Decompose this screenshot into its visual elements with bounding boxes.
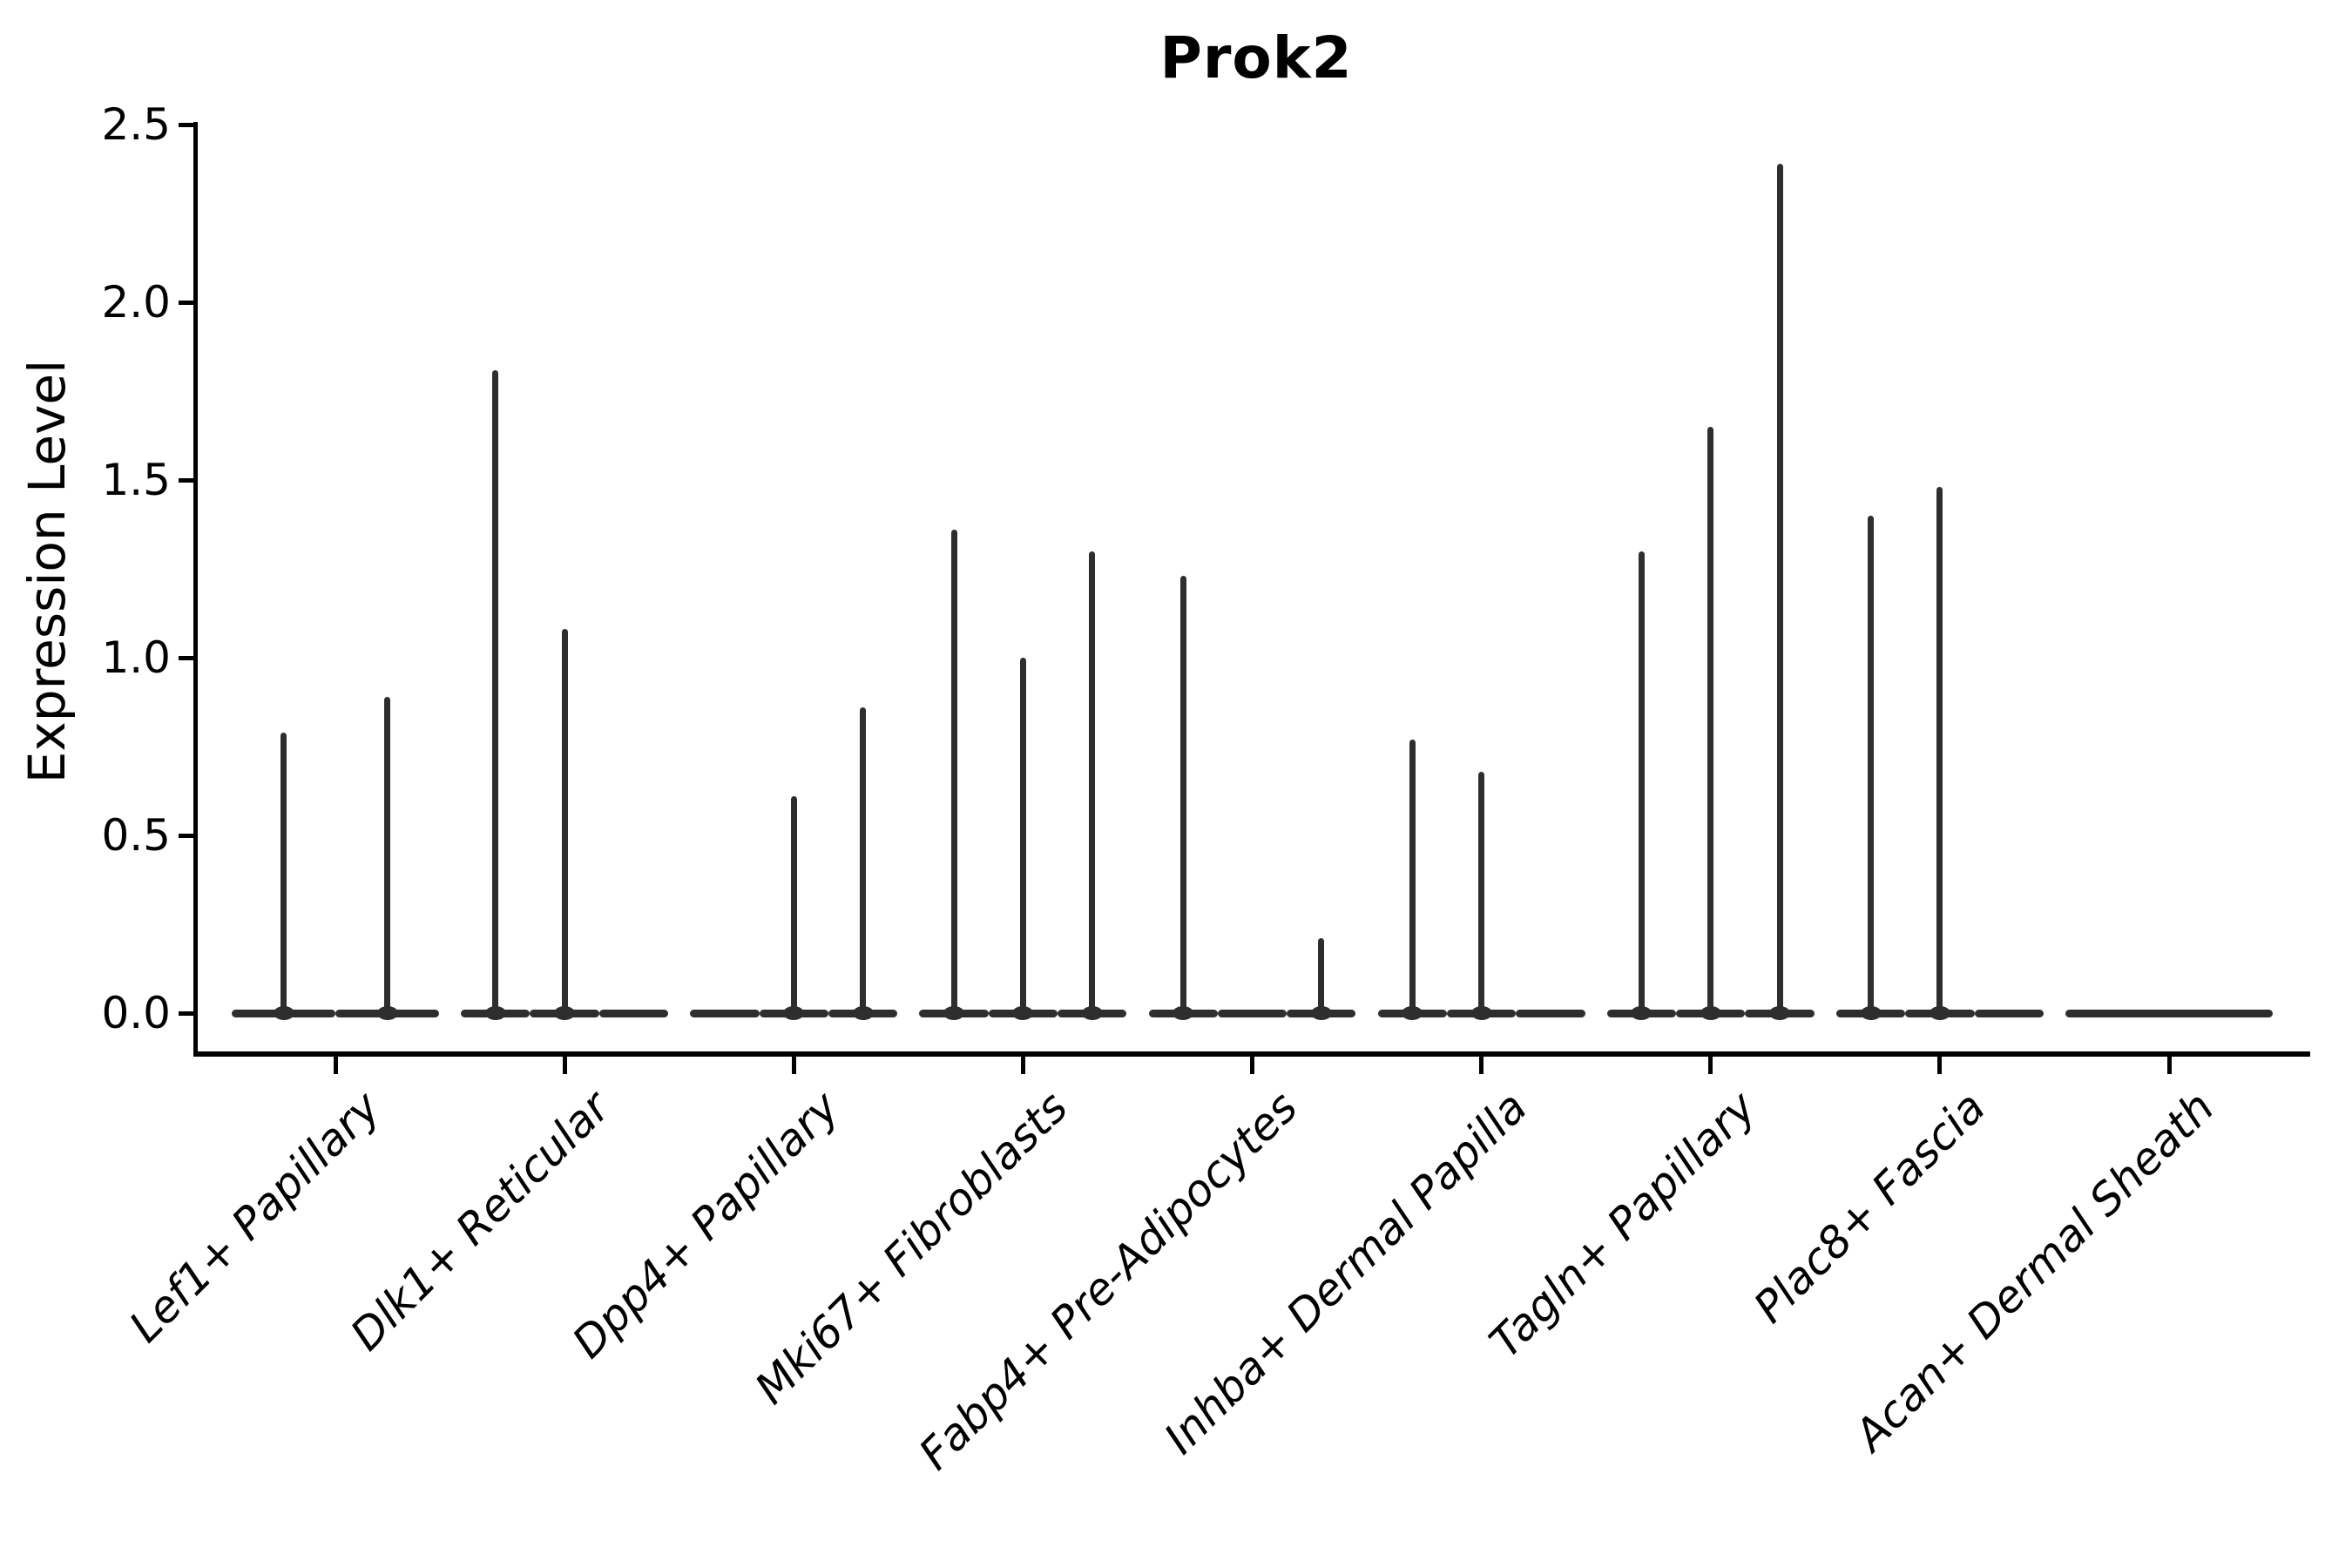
violin-base-bump — [1631, 1006, 1652, 1020]
x-tick-mark — [2166, 1057, 2172, 1074]
violin-base-bump — [1860, 1006, 1882, 1020]
x-tick-label: Fabp4+ Pre-Adipocytes — [909, 1081, 1308, 1480]
violin-base-bump — [273, 1006, 294, 1020]
x-tick-mark — [791, 1057, 796, 1074]
x-tick-mark — [1937, 1057, 1943, 1074]
violin-spike — [1409, 739, 1416, 1013]
x-tick-mark — [1479, 1057, 1484, 1074]
violin-spike — [1089, 551, 1096, 1013]
violin-base-bump — [783, 1006, 805, 1020]
y-tick-mark — [179, 833, 196, 838]
violin-body-baseline — [690, 1009, 760, 1017]
x-tick-label: Plac8+ Fascia — [1743, 1081, 1995, 1333]
violin-spike — [384, 696, 390, 1013]
violin-spike — [1179, 576, 1186, 1013]
y-tick-label: 1.0 — [101, 632, 171, 683]
y-tick-label: 0.0 — [101, 988, 171, 1038]
violin-base-bump — [376, 1006, 398, 1020]
violin-body-baseline — [1516, 1009, 1585, 1017]
violin-body-baseline — [1974, 1009, 2044, 1017]
violin-spike — [1936, 487, 1943, 1013]
x-tick-mark — [1020, 1057, 1025, 1074]
violin-base-bump — [1929, 1006, 1950, 1020]
violin-body-baseline — [598, 1009, 669, 1017]
x-tick-label: Lef1+ Papillary — [119, 1081, 390, 1353]
violin-base-bump — [1402, 1006, 1423, 1020]
violin-spike — [1478, 771, 1485, 1013]
violin-spike — [1318, 938, 1325, 1013]
x-axis-spine — [193, 1051, 2310, 1057]
violin-base-bump — [1310, 1006, 1332, 1020]
y-tick-label: 1.5 — [101, 455, 171, 505]
violin-spike — [1638, 551, 1645, 1013]
violin-base-bump — [554, 1006, 576, 1020]
violin-base-bump — [484, 1006, 506, 1020]
violin-spike — [790, 796, 797, 1013]
y-tick-mark — [179, 477, 196, 483]
violin-spike — [1019, 658, 1026, 1013]
violin-base-bump — [1700, 1006, 1721, 1020]
violin-base-bump — [852, 1006, 874, 1020]
violin-base-bump — [1470, 1006, 1492, 1020]
violin-base-bump — [1081, 1006, 1103, 1020]
y-axis-label: Expression Level — [17, 359, 77, 784]
violin-body-baseline — [1217, 1009, 1288, 1017]
violin-body-baseline — [2065, 1009, 2273, 1017]
y-tick-mark — [179, 300, 196, 305]
y-tick-mark — [179, 122, 196, 127]
violin-spike — [950, 530, 957, 1013]
x-tick-mark — [333, 1057, 338, 1074]
violin-base-bump — [1173, 1006, 1194, 1020]
y-axis-spine — [193, 122, 198, 1057]
y-tick-mark — [179, 1010, 196, 1016]
violin-spike — [860, 707, 867, 1013]
violin-spike — [1868, 515, 1875, 1013]
x-tick-mark — [1708, 1057, 1713, 1074]
violin-base-bump — [943, 1006, 965, 1020]
violin-spike — [1707, 426, 1714, 1013]
x-tick-mark — [562, 1057, 567, 1074]
violin-spike — [280, 732, 287, 1013]
x-tick-mark — [1250, 1057, 1254, 1074]
violin-spike — [492, 369, 499, 1013]
chart-title: Prok2 — [1159, 24, 1353, 91]
violin-spike — [561, 629, 568, 1013]
y-tick-label: 2.0 — [101, 277, 171, 328]
y-tick-label: 2.5 — [101, 99, 171, 150]
violin-base-bump — [1012, 1006, 1034, 1020]
y-tick-mark — [179, 655, 196, 660]
violin-base-bump — [1769, 1006, 1791, 1020]
violin-spike — [1776, 163, 1783, 1013]
y-tick-label: 0.5 — [101, 810, 171, 861]
